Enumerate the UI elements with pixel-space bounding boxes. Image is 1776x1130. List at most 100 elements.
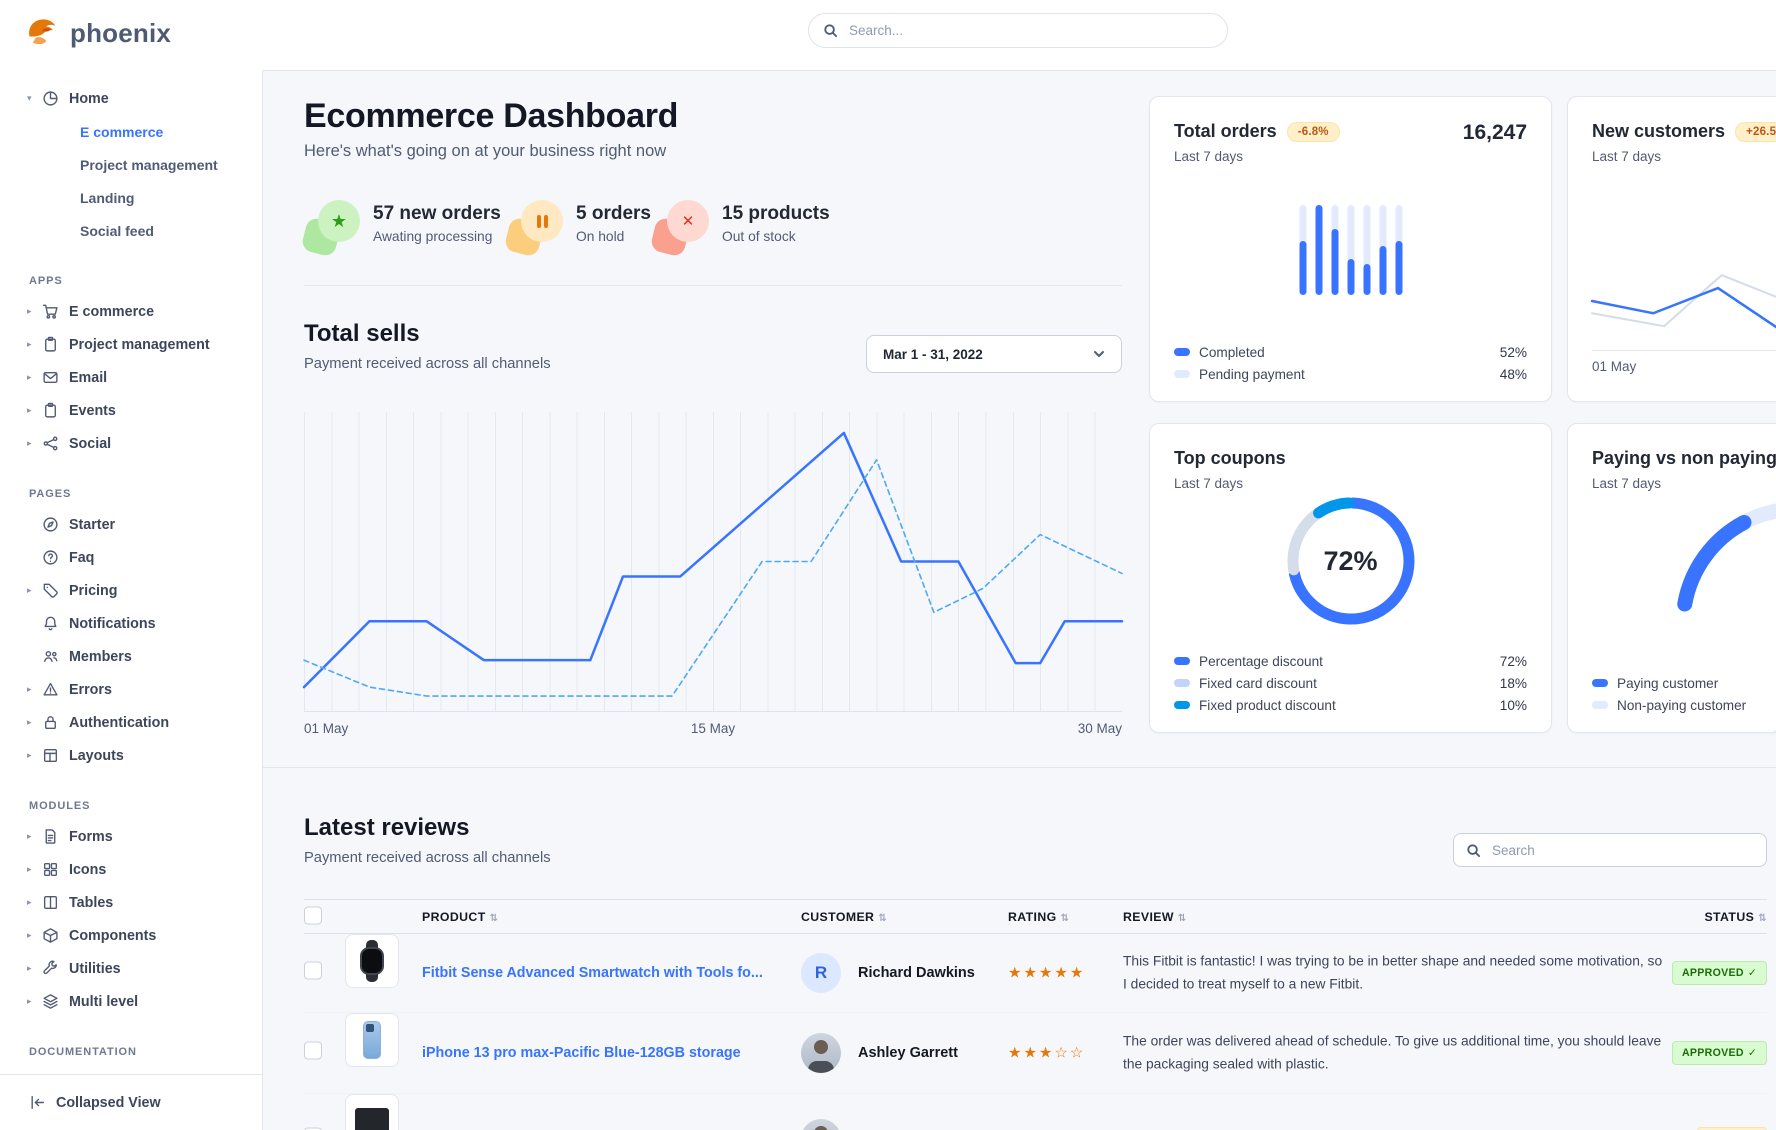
sort-icon: ⇅ bbox=[878, 912, 888, 924]
reviews-search-input[interactable] bbox=[1490, 841, 1754, 859]
reviews-table-body: Fitbit Sense Advanced Smartwatch with To… bbox=[304, 934, 1767, 1130]
stat-caption: Out of stock bbox=[722, 229, 796, 244]
customer-name: Ashley Garrett bbox=[858, 1045, 958, 1061]
sidebar-item-authentication[interactable]: ▸ Authentication bbox=[0, 706, 262, 739]
product-link[interactable]: Fitbit Sense Advanced Smartwatch with To… bbox=[422, 965, 763, 981]
sidebar-home-children: E commerce Project management Landing Socia… bbox=[0, 115, 262, 247]
column-header-status[interactable]: STATUS ⇅ bbox=[1704, 909, 1767, 924]
sidebar-item-label: Notifications bbox=[69, 615, 156, 632]
logo[interactable]: phoenix bbox=[25, 15, 171, 51]
legend-label: Pending payment bbox=[1199, 366, 1305, 382]
sidebar-subitem-project-management[interactable]: Project management bbox=[80, 156, 218, 173]
reviews-search[interactable] bbox=[1453, 833, 1767, 867]
collapsed-view-toggle[interactable]: Collapsed View bbox=[0, 1074, 262, 1130]
sidebar-sections: APPS ▸ E commerce ▸ Project management ▸… bbox=[0, 275, 262, 1018]
chevron-right-icon: ▸ bbox=[27, 585, 32, 595]
sidebar-section-label: MODULES bbox=[29, 800, 91, 812]
product-image[interactable] bbox=[345, 934, 399, 988]
column-header-product[interactable]: PRODUCT ⇅ bbox=[422, 909, 499, 924]
legend-row: Completed 52% bbox=[1174, 341, 1527, 363]
collapse-left-icon bbox=[31, 1095, 45, 1110]
legend-swatch bbox=[1174, 370, 1190, 378]
sidebar-item-notifications[interactable]: Notifications bbox=[0, 607, 262, 640]
envelope-icon bbox=[43, 372, 58, 383]
customer-name: Richard Dawkins bbox=[858, 965, 975, 981]
chevron-right-icon: ▸ bbox=[27, 897, 32, 907]
chevron-right-icon: ▸ bbox=[27, 717, 32, 727]
chevron-right-icon: ▸ bbox=[27, 963, 32, 973]
select-all-checkbox[interactable] bbox=[304, 906, 322, 927]
sidebar-item-starter[interactable]: Starter bbox=[0, 508, 262, 541]
column-header-customer[interactable]: CUSTOMER ⇅ bbox=[801, 909, 888, 924]
sidebar-item-label: E commerce bbox=[69, 303, 155, 320]
row-checkbox[interactable] bbox=[304, 1127, 322, 1130]
product-image[interactable] bbox=[345, 1013, 399, 1067]
donut-center-value: 72% bbox=[1323, 545, 1378, 576]
sidebar-item-email[interactable]: ▸ Email bbox=[0, 361, 262, 394]
chevron-right-icon: ▸ bbox=[27, 684, 32, 694]
sidebar-item-components[interactable]: ▸ Components bbox=[0, 919, 262, 952]
sidebar-item-pricing[interactable]: ▸ Pricing bbox=[0, 574, 262, 607]
rating-stars: ★★★★★ bbox=[1008, 964, 1086, 982]
row-checkbox[interactable] bbox=[304, 1041, 322, 1065]
sidebar-subitem-social-feed[interactable]: Social feed bbox=[80, 222, 154, 239]
sidebar-item-multi-level[interactable]: ▸ Multi level bbox=[0, 985, 262, 1018]
axis-tick: 15 May bbox=[690, 721, 736, 736]
lock-icon bbox=[45, 716, 56, 730]
sidebar-item-label: Utilities bbox=[69, 960, 121, 977]
card-title: Paying vs non paying bbox=[1592, 448, 1776, 468]
global-search[interactable] bbox=[808, 13, 1228, 48]
sort-icon: ⇅ bbox=[489, 912, 499, 924]
table-row: iPhone 13 pro max-Pacific Blue-128GB sto… bbox=[304, 1012, 1767, 1093]
new-customers-line-chart bbox=[1592, 265, 1776, 337]
tag-icon bbox=[43, 583, 58, 598]
table-row: Apple MacBook Pro 13 inch-M1-8/256GB Woo… bbox=[304, 1093, 1767, 1130]
date-range-select[interactable]: Mar 1 - 31, 2022 bbox=[866, 335, 1122, 373]
card-period: Last 7 days bbox=[1592, 149, 1662, 164]
status-badge: APPROVED ✓ bbox=[1671, 961, 1767, 985]
total-sells-title: Total sells bbox=[304, 320, 420, 347]
reviews-table: PRODUCT ⇅ CUSTOMER ⇅ RATING ⇅ REVIEW ⇅ STATU… bbox=[304, 899, 1767, 1130]
review-text: This Fitbit is fantastic! I was trying t… bbox=[1123, 953, 1663, 991]
sidebar-item-forms[interactable]: ▸ Forms bbox=[0, 820, 262, 853]
stat-value: 5 orders bbox=[576, 203, 651, 224]
share-icon bbox=[43, 436, 58, 451]
warning-icon bbox=[43, 682, 58, 696]
sidebar-item-layouts[interactable]: ▸ Layouts bbox=[0, 739, 262, 772]
trend-badge: +26.5% bbox=[1735, 121, 1776, 142]
stat-item: ★ 57 new orders Awating processing bbox=[300, 200, 501, 258]
sidebar-item-tables[interactable]: ▸ Tables bbox=[0, 886, 262, 919]
sidebar-item-errors[interactable]: ▸ Errors bbox=[0, 673, 262, 706]
sidebar-subitem-e-commerce[interactable]: E commerce bbox=[80, 123, 164, 140]
sidebar-item-project-management[interactable]: ▸ Project management bbox=[0, 328, 262, 361]
legend-label: Paying customer bbox=[1617, 675, 1719, 691]
sidebar-item-icons[interactable]: ▸ Icons bbox=[0, 853, 262, 886]
clipboard-icon bbox=[45, 336, 56, 352]
sidebar-item-e-commerce[interactable]: ▸ E commerce bbox=[0, 295, 262, 328]
sidebar-subitem-landing[interactable]: Landing bbox=[80, 189, 135, 206]
column-header-review[interactable]: REVIEW ⇅ bbox=[1123, 909, 1187, 924]
stat-caption: On hold bbox=[576, 229, 625, 244]
sidebar-item-faq[interactable]: Faq bbox=[0, 541, 262, 574]
product-image[interactable] bbox=[345, 1094, 399, 1130]
sidebar-item-label: Tables bbox=[69, 894, 114, 911]
sidebar-item-home[interactable]: ▾ Home bbox=[0, 82, 262, 115]
product-link[interactable]: iPhone 13 pro max-Pacific Blue-128GB sto… bbox=[422, 1045, 741, 1061]
section-divider bbox=[263, 767, 1776, 768]
sidebar-section-label: PAGES bbox=[29, 488, 72, 500]
legend-label: Fixed product discount bbox=[1199, 697, 1336, 713]
global-search-input[interactable] bbox=[847, 22, 1213, 39]
sidebar-item-utilities[interactable]: ▸ Utilities bbox=[0, 952, 262, 985]
card-title: New customers bbox=[1592, 121, 1726, 141]
main-content: Ecommerce Dashboard Here's what's going … bbox=[263, 70, 1776, 1130]
sidebar-item-events[interactable]: ▸ Events bbox=[0, 394, 262, 427]
stat-caption: Awating processing bbox=[373, 229, 493, 244]
pause-icon bbox=[521, 200, 563, 242]
chevron-down-icon bbox=[1094, 351, 1104, 357]
column-header-rating[interactable]: RATING ⇅ bbox=[1008, 909, 1070, 924]
sidebar-item-members[interactable]: Members bbox=[0, 640, 262, 673]
legend-row: Paying customer bbox=[1592, 672, 1776, 694]
sort-icon: ⇅ bbox=[1177, 912, 1187, 924]
sidebar-item-social[interactable]: ▸ Social bbox=[0, 427, 262, 460]
row-checkbox[interactable] bbox=[304, 961, 322, 985]
